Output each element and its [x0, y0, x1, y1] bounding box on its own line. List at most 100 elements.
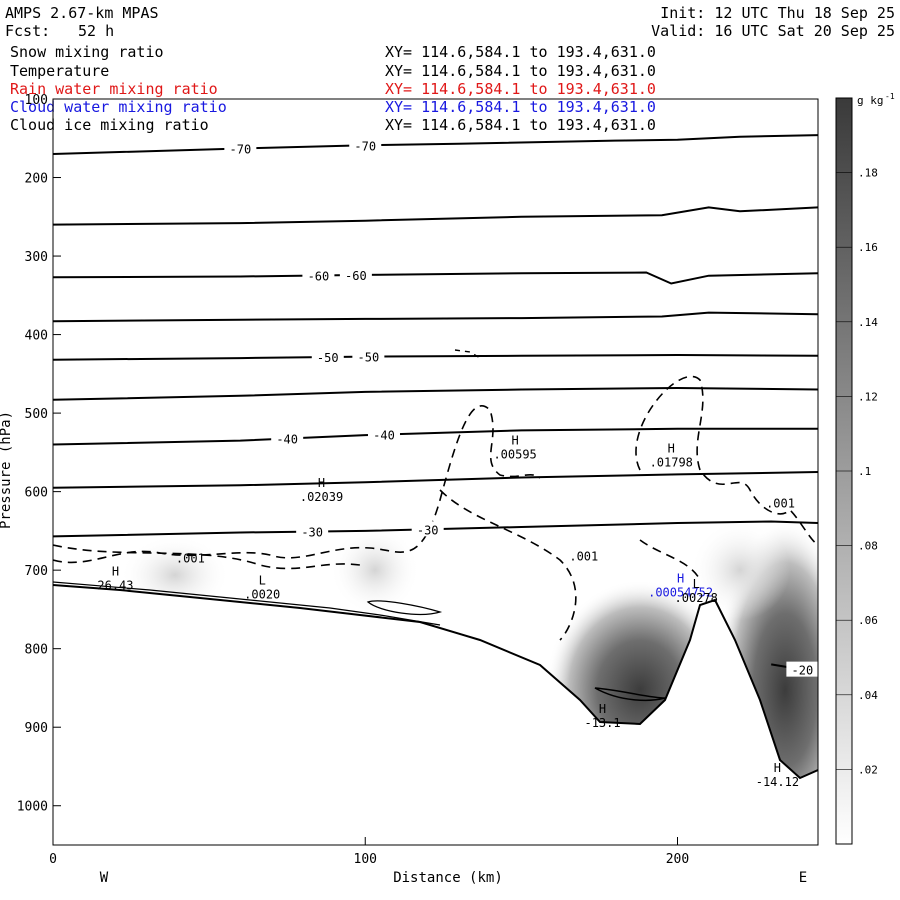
- x-tick-label: 0: [49, 852, 57, 867]
- isotherm-line: [53, 311, 818, 323]
- snow-contour-mid: [439, 489, 577, 641]
- y-tick-label: 500: [25, 407, 48, 422]
- isotherm-label: -30: [417, 523, 439, 537]
- isotherm-label: -50: [317, 351, 339, 365]
- x-axis-label: Distance (km): [393, 870, 503, 886]
- y-tick-label: 400: [25, 329, 48, 344]
- y-tick-label: 100: [25, 93, 48, 108]
- isotherm-label: -40: [276, 433, 298, 447]
- plot-frame: [52, 98, 819, 846]
- isotherm-line: [53, 353, 818, 361]
- y-axis-label: Pressure (hPa): [0, 411, 14, 529]
- extremum-value: .01798: [650, 455, 693, 469]
- isotherm-label-bg: [339, 267, 372, 283]
- isotherm-label-bg: [367, 426, 400, 442]
- snow-contour-upper: [53, 405, 541, 564]
- isotherm-line: [53, 427, 818, 446]
- closed-contour-small: [366, 600, 443, 615]
- extremum-marker: H: [668, 441, 675, 455]
- isotherm-label-bg: [302, 267, 335, 283]
- extremum-value: .02039: [300, 490, 343, 504]
- field-name-snow: Snow mixing ratio: [10, 43, 164, 61]
- extremum-value: .001: [569, 550, 598, 564]
- colorbar-tick-label: .12: [858, 390, 878, 403]
- isotherm-label: -60: [345, 269, 367, 283]
- snow-contour-east-lower: [639, 539, 701, 581]
- isotherm-label-bg: [271, 430, 304, 446]
- x-end-label-east: E: [799, 870, 807, 886]
- terrain-secondary-line: [53, 581, 441, 626]
- colorbar-tick-label: .18: [858, 167, 878, 180]
- isotherm-label-bg: [224, 140, 257, 156]
- isotherm-line: [53, 471, 818, 489]
- extremum-value: .001: [766, 496, 795, 510]
- extremum-value: 26.43: [97, 579, 133, 593]
- snow-contour-west: [53, 544, 361, 570]
- extremum-value: -14.12: [756, 775, 799, 789]
- y-tick-label: 800: [25, 643, 48, 658]
- closed-contour-valley: [594, 687, 666, 702]
- x-tick-label: 200: [666, 852, 689, 867]
- isotherm-label: -50: [358, 351, 380, 365]
- isotherm-line: [53, 134, 818, 155]
- isotherm-label: -20: [792, 664, 814, 678]
- terrain-surface-line: [53, 584, 818, 780]
- colorbar-tick-label: .08: [858, 540, 878, 553]
- colorbar-tick-label: .04: [858, 689, 878, 702]
- isotherm-label-bg: [311, 349, 344, 365]
- model-title: AMPS 2.67-km MPAS: [5, 4, 159, 22]
- isotherm-label: -70: [230, 142, 252, 156]
- isotherm-label-bg: [349, 137, 382, 153]
- y-tick-label: 200: [25, 172, 48, 187]
- colorbar-units: g kg: [857, 94, 884, 107]
- colorbar-tick-label: .02: [858, 763, 878, 776]
- y-tick-label: 600: [25, 486, 48, 501]
- extremum-value: .00595: [493, 448, 536, 462]
- y-tick-label: 1000: [17, 800, 48, 815]
- snow-contour-east: [635, 375, 818, 546]
- extremum-value: .00054752: [648, 586, 713, 600]
- extremum-value: .001: [176, 551, 205, 565]
- extremum-marker: H: [318, 476, 325, 490]
- y-tick-label: 900: [25, 721, 48, 736]
- isotherm-label-bg: [296, 523, 329, 539]
- init-time: Init: 12 UTC Thu 18 Sep 25: [660, 4, 895, 22]
- field-name-cloud-ice: Cloud ice mixing ratio: [10, 116, 209, 134]
- x-tick-label: 100: [354, 852, 377, 867]
- extremum-value: -13.1: [584, 716, 620, 730]
- field-xy-cloud-ice: XY= 114.6,584.1 to 193.4,631.0: [385, 116, 656, 134]
- isotherm-label-bg: [352, 348, 385, 364]
- terrain-mask: [53, 585, 818, 845]
- extremum-marker: L: [693, 577, 700, 591]
- extremum-value: .00278: [675, 591, 718, 605]
- colorbar-tick-label: .1: [858, 465, 871, 478]
- isotherm-label: -60: [308, 269, 330, 283]
- extremum-marker: H: [512, 434, 519, 448]
- colorbar-tick-label: .16: [858, 241, 878, 254]
- extremum-marker: H: [677, 572, 684, 586]
- isotherm-line: [53, 206, 818, 226]
- x-end-label-west: W: [100, 870, 109, 886]
- field-xy-temperature: XY= 114.6,584.1 to 193.4,631.0: [385, 62, 656, 80]
- colorbar-tick-label: .14: [858, 316, 878, 329]
- field-name-rain: Rain water mixing ratio: [10, 80, 218, 98]
- isotherm-label-bg: [411, 521, 444, 537]
- field-xy-rain: XY= 114.6,584.1 to 193.4,631.0: [385, 80, 656, 98]
- extremum-marker: H: [112, 565, 119, 579]
- extremum-marker: L: [259, 573, 266, 587]
- extremum-marker: H: [599, 702, 606, 716]
- isotherm-label: -30: [301, 526, 323, 540]
- isotherm-label-bg: [786, 661, 818, 677]
- field-name-cloud-water: Cloud water mixing ratio: [10, 98, 227, 116]
- isotherm-line: [53, 520, 818, 538]
- field-xy-snow: XY= 114.6,584.1 to 193.4,631.0: [385, 43, 656, 61]
- colorbar-tick-label: .06: [858, 614, 878, 627]
- forecast-hours: 52 h: [78, 22, 115, 40]
- field-name-temperature: Temperature: [10, 62, 110, 80]
- isotherm-label: -70: [354, 139, 376, 153]
- isotherm-line: [53, 271, 818, 285]
- forecast-label: Fcst:: [5, 22, 51, 40]
- colorbar-units-exponent: -1: [885, 92, 895, 101]
- isotherm-line: [53, 386, 818, 401]
